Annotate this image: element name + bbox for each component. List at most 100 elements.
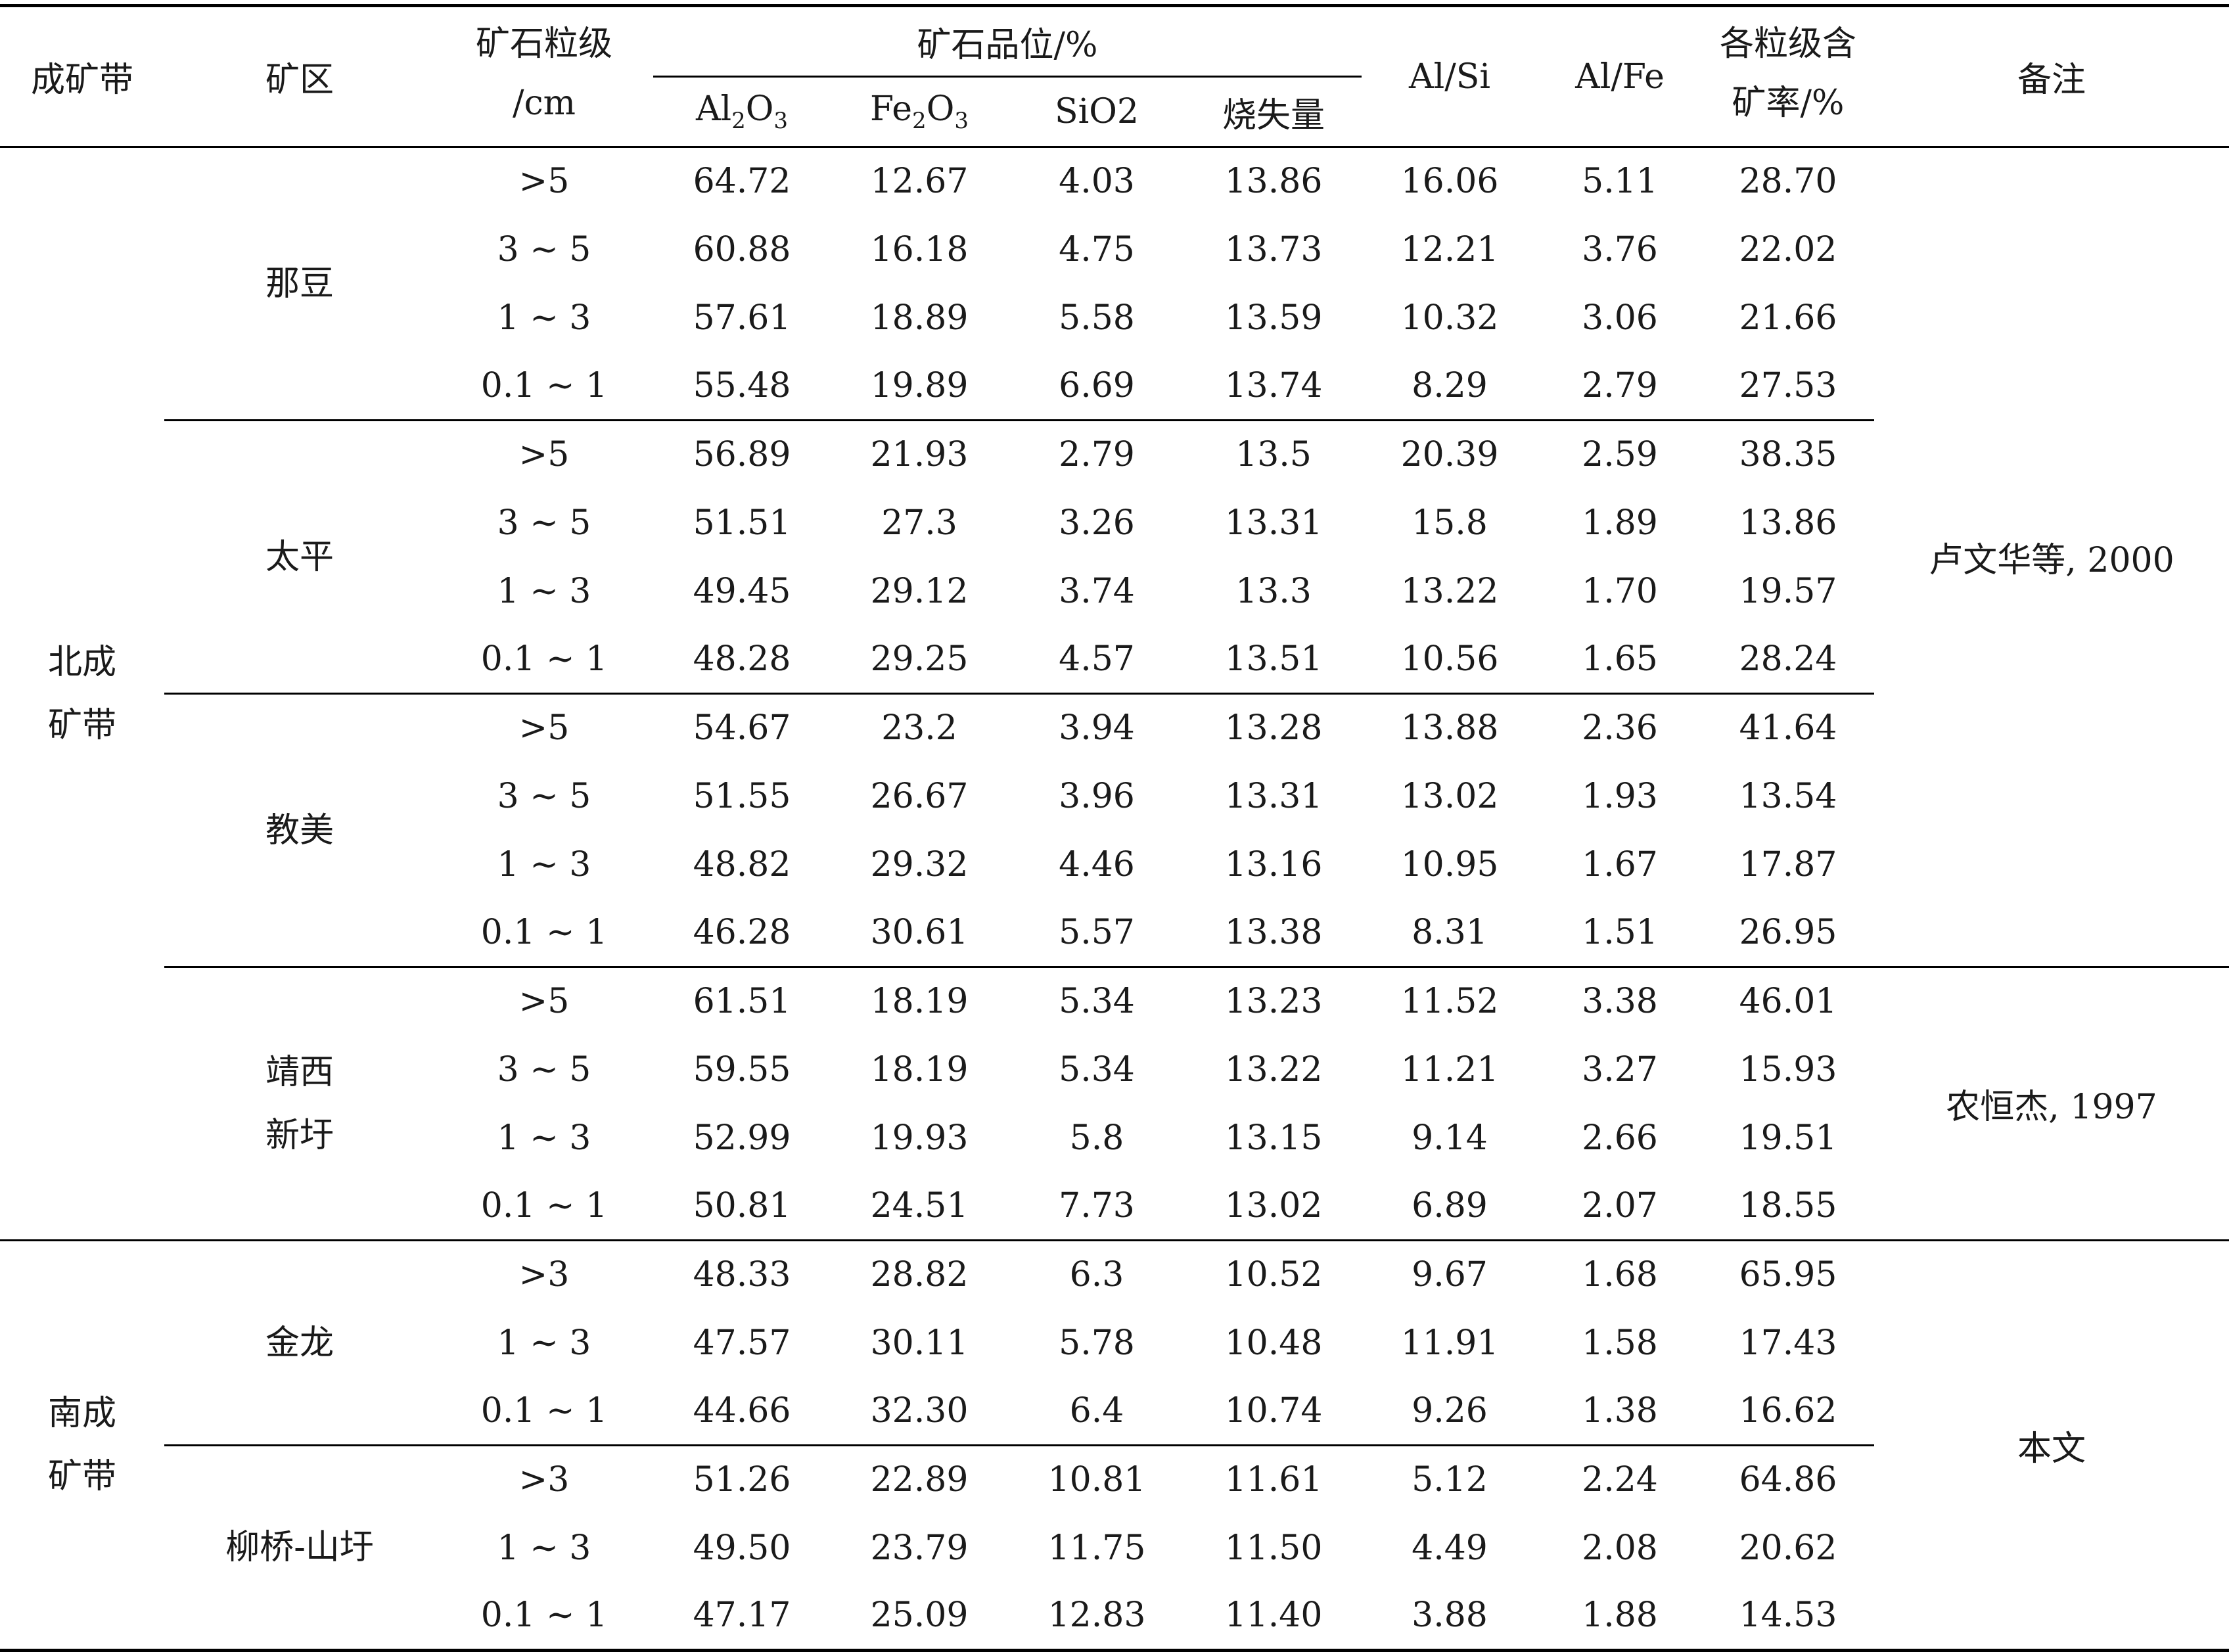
alsi-cell: 16.06 xyxy=(1400,162,1499,202)
fe2o3-cell: 18.19 xyxy=(870,1049,969,1090)
alfe-cell: 1.67 xyxy=(1582,844,1658,884)
belt-name-line: 南成 xyxy=(47,1394,116,1433)
al2o3-cell: 49.50 xyxy=(693,1528,791,1568)
table-row: 3 ~ 5 60.88 16.18 4.75 13.73 12.21 3.76 22.02 xyxy=(0,216,2229,284)
alsi-cell: 11.52 xyxy=(1400,982,1499,1022)
alsi-cell: 8.29 xyxy=(1362,352,1538,421)
alfe-cell: 1.68 xyxy=(1582,1255,1658,1295)
sio2-cell: 3.94 xyxy=(1059,708,1135,748)
rate-cell: 26.95 xyxy=(1702,898,1874,968)
size-cell: 0.1 ~ 1 xyxy=(435,1377,653,1446)
alfe-cell: 3.27 xyxy=(1582,1049,1658,1090)
loi-cell: 13.28 xyxy=(1224,708,1323,748)
header-alsi: Al/Si xyxy=(1362,5,1538,148)
alsi-cell: 15.8 xyxy=(1412,503,1488,543)
belt-cell: 南成 矿带 xyxy=(0,1241,164,1651)
fe2o3-cell: 29.32 xyxy=(870,844,969,884)
alfe-cell: 5.11 xyxy=(1582,162,1658,202)
header-size-top: 矿石粒级 xyxy=(475,24,612,64)
loi-cell: 11.61 xyxy=(1224,1460,1323,1500)
table-row: 3 ~ 5 51.55 26.67 3.96 13.31 13.02 1.93 13.54 xyxy=(0,762,2229,831)
alfe-cell: 3.06 xyxy=(1582,298,1658,338)
al2o3-cell: 57.61 xyxy=(693,298,791,338)
size-cell: 1 ~ 3 xyxy=(497,298,591,338)
alsi-cell: 13.02 xyxy=(1400,776,1499,816)
alsi-cell: 9.67 xyxy=(1412,1255,1488,1295)
size-cell: 1 ~ 3 xyxy=(497,1323,591,1363)
loi-cell: 13.74 xyxy=(1185,352,1362,421)
remark-cell: 农恒杰, 1997 xyxy=(1874,967,2229,1241)
rate-cell: 18.55 xyxy=(1702,1172,1874,1241)
rate-cell: 65.95 xyxy=(1739,1255,1837,1295)
fe2o3-cell: 12.67 xyxy=(870,162,969,202)
alsi-cell: 9.26 xyxy=(1362,1377,1538,1446)
al2o3-cell: 61.51 xyxy=(693,982,791,1022)
alfe-cell: 1.58 xyxy=(1582,1323,1658,1363)
district-cell: 太平 xyxy=(164,420,435,695)
belt-name-line: 矿带 xyxy=(47,705,116,745)
sio2-cell: 5.34 xyxy=(1059,982,1135,1022)
loi-cell: 13.73 xyxy=(1224,229,1323,269)
rate-cell: 21.66 xyxy=(1739,298,1837,338)
size-cell: 0.1 ~ 1 xyxy=(435,898,653,968)
header-size: 矿石粒级 /cm xyxy=(435,5,653,148)
alsi-cell: 3.88 xyxy=(1412,1595,1488,1636)
district-name-line: 那豆 xyxy=(265,264,334,304)
size-cell: >3 xyxy=(518,1255,570,1295)
table-row: 1 ~ 3 49.45 29.12 3.74 13.3 13.22 1.70 19.57 xyxy=(0,557,2229,626)
sio2-cell: 6.69 xyxy=(1008,352,1185,421)
remark-cell: 卢文华等, 2000 xyxy=(1874,147,2229,968)
fe2o3-cell: 23.79 xyxy=(870,1528,969,1568)
size-cell: >5 xyxy=(518,982,570,1022)
alfe-cell: 2.24 xyxy=(1582,1460,1658,1500)
loi-cell: 10.48 xyxy=(1224,1323,1323,1363)
alfe-cell: 2.07 xyxy=(1538,1172,1702,1241)
rate-cell: 22.02 xyxy=(1739,229,1837,269)
sio2-cell: 10.81 xyxy=(1047,1460,1146,1500)
district-cell: 教美 xyxy=(164,693,435,968)
header-sio2: SiO2 xyxy=(1008,76,1185,148)
fe2o3-cell: 19.93 xyxy=(870,1118,969,1158)
fe2o3-cell: 28.82 xyxy=(870,1255,969,1295)
table-row: 北成 矿带 那豆 >5 64.72 12.67 4.03 13.86 16.06 5.11 28.7… xyxy=(0,147,2229,1241)
sio2-cell: 5.8 xyxy=(1069,1118,1124,1158)
header-rate: 各粒级含 矿率/% xyxy=(1702,5,1874,148)
al2o3-cell: 51.51 xyxy=(693,503,791,543)
fe2o3-cell: 27.3 xyxy=(881,503,957,543)
sio2-cell: 6.4 xyxy=(1008,1377,1185,1446)
size-cell: 3 ~ 5 xyxy=(497,503,591,543)
fe2o3-cell: 16.18 xyxy=(870,229,969,269)
table-row: 南成 矿带 金龙 >3 48.33 28.82 6.3 10.52 9.67 1.68 65.95 本… xyxy=(0,1240,2229,1496)
table-row: 0.1 ~ 1 47.17 25.09 12.83 11.40 3.88 1.88 14.53 xyxy=(0,1582,2229,1651)
alsi-cell: 13.88 xyxy=(1400,708,1499,748)
al2o3-cell: 48.28 xyxy=(653,625,831,695)
alfe-cell: 2.08 xyxy=(1582,1528,1658,1568)
table-row: 1 ~ 3 47.57 30.11 5.78 10.48 11.91 1.58 17.43 xyxy=(0,1309,2229,1377)
sio2-cell: 4.75 xyxy=(1059,229,1135,269)
rate-cell: 13.86 xyxy=(1739,503,1837,543)
al2o3-cell: 44.66 xyxy=(653,1377,831,1446)
table-body: 北成 矿带 那豆 >5 64.72 12.67 4.03 13.86 16.06 5.11 28.7… xyxy=(0,147,2229,1651)
al2o3-cell: 51.26 xyxy=(693,1460,791,1500)
fe2o3-cell: 30.11 xyxy=(870,1323,969,1363)
header-size-bottom: /cm xyxy=(513,83,576,123)
loi-cell: 13.3 xyxy=(1235,571,1312,611)
table-row: 靖西 新圩 >5 61.51 18.19 5.34 13.23 11.52 3.38 46.01 农… xyxy=(0,967,2229,1241)
size-cell: 0.1 ~ 1 xyxy=(480,1595,608,1636)
table-row: 3 ~ 5 51.51 27.3 3.26 13.31 15.8 1.89 13.86 xyxy=(0,489,2229,557)
sio2-cell: 4.03 xyxy=(1059,162,1135,202)
table-row: 3 ~ 5 59.55 18.19 5.34 13.22 11.21 3.27 15.93 xyxy=(0,1036,2229,1104)
sio2-cell: 6.3 xyxy=(1069,1255,1124,1295)
fe2o3-cell: 18.89 xyxy=(870,298,969,338)
rate-cell: 14.53 xyxy=(1739,1595,1837,1636)
alsi-cell: 6.89 xyxy=(1362,1172,1538,1241)
al2o3-cell: 47.17 xyxy=(693,1595,791,1636)
al2o3-cell: 48.82 xyxy=(693,844,791,884)
size-cell: 1 ~ 3 xyxy=(497,1118,591,1158)
loi-cell: 13.16 xyxy=(1224,844,1323,884)
ore-grade-table: 成矿带 矿区 矿石粒级 /cm 矿石品位/% Al/Si Al/Fe 各粒级含 … xyxy=(0,4,2229,1652)
belt-name-line: 矿带 xyxy=(47,1457,116,1496)
fe2o3-cell: 18.19 xyxy=(870,982,969,1022)
rate-cell: 19.51 xyxy=(1739,1118,1837,1158)
size-cell: 3 ~ 5 xyxy=(497,1049,591,1090)
